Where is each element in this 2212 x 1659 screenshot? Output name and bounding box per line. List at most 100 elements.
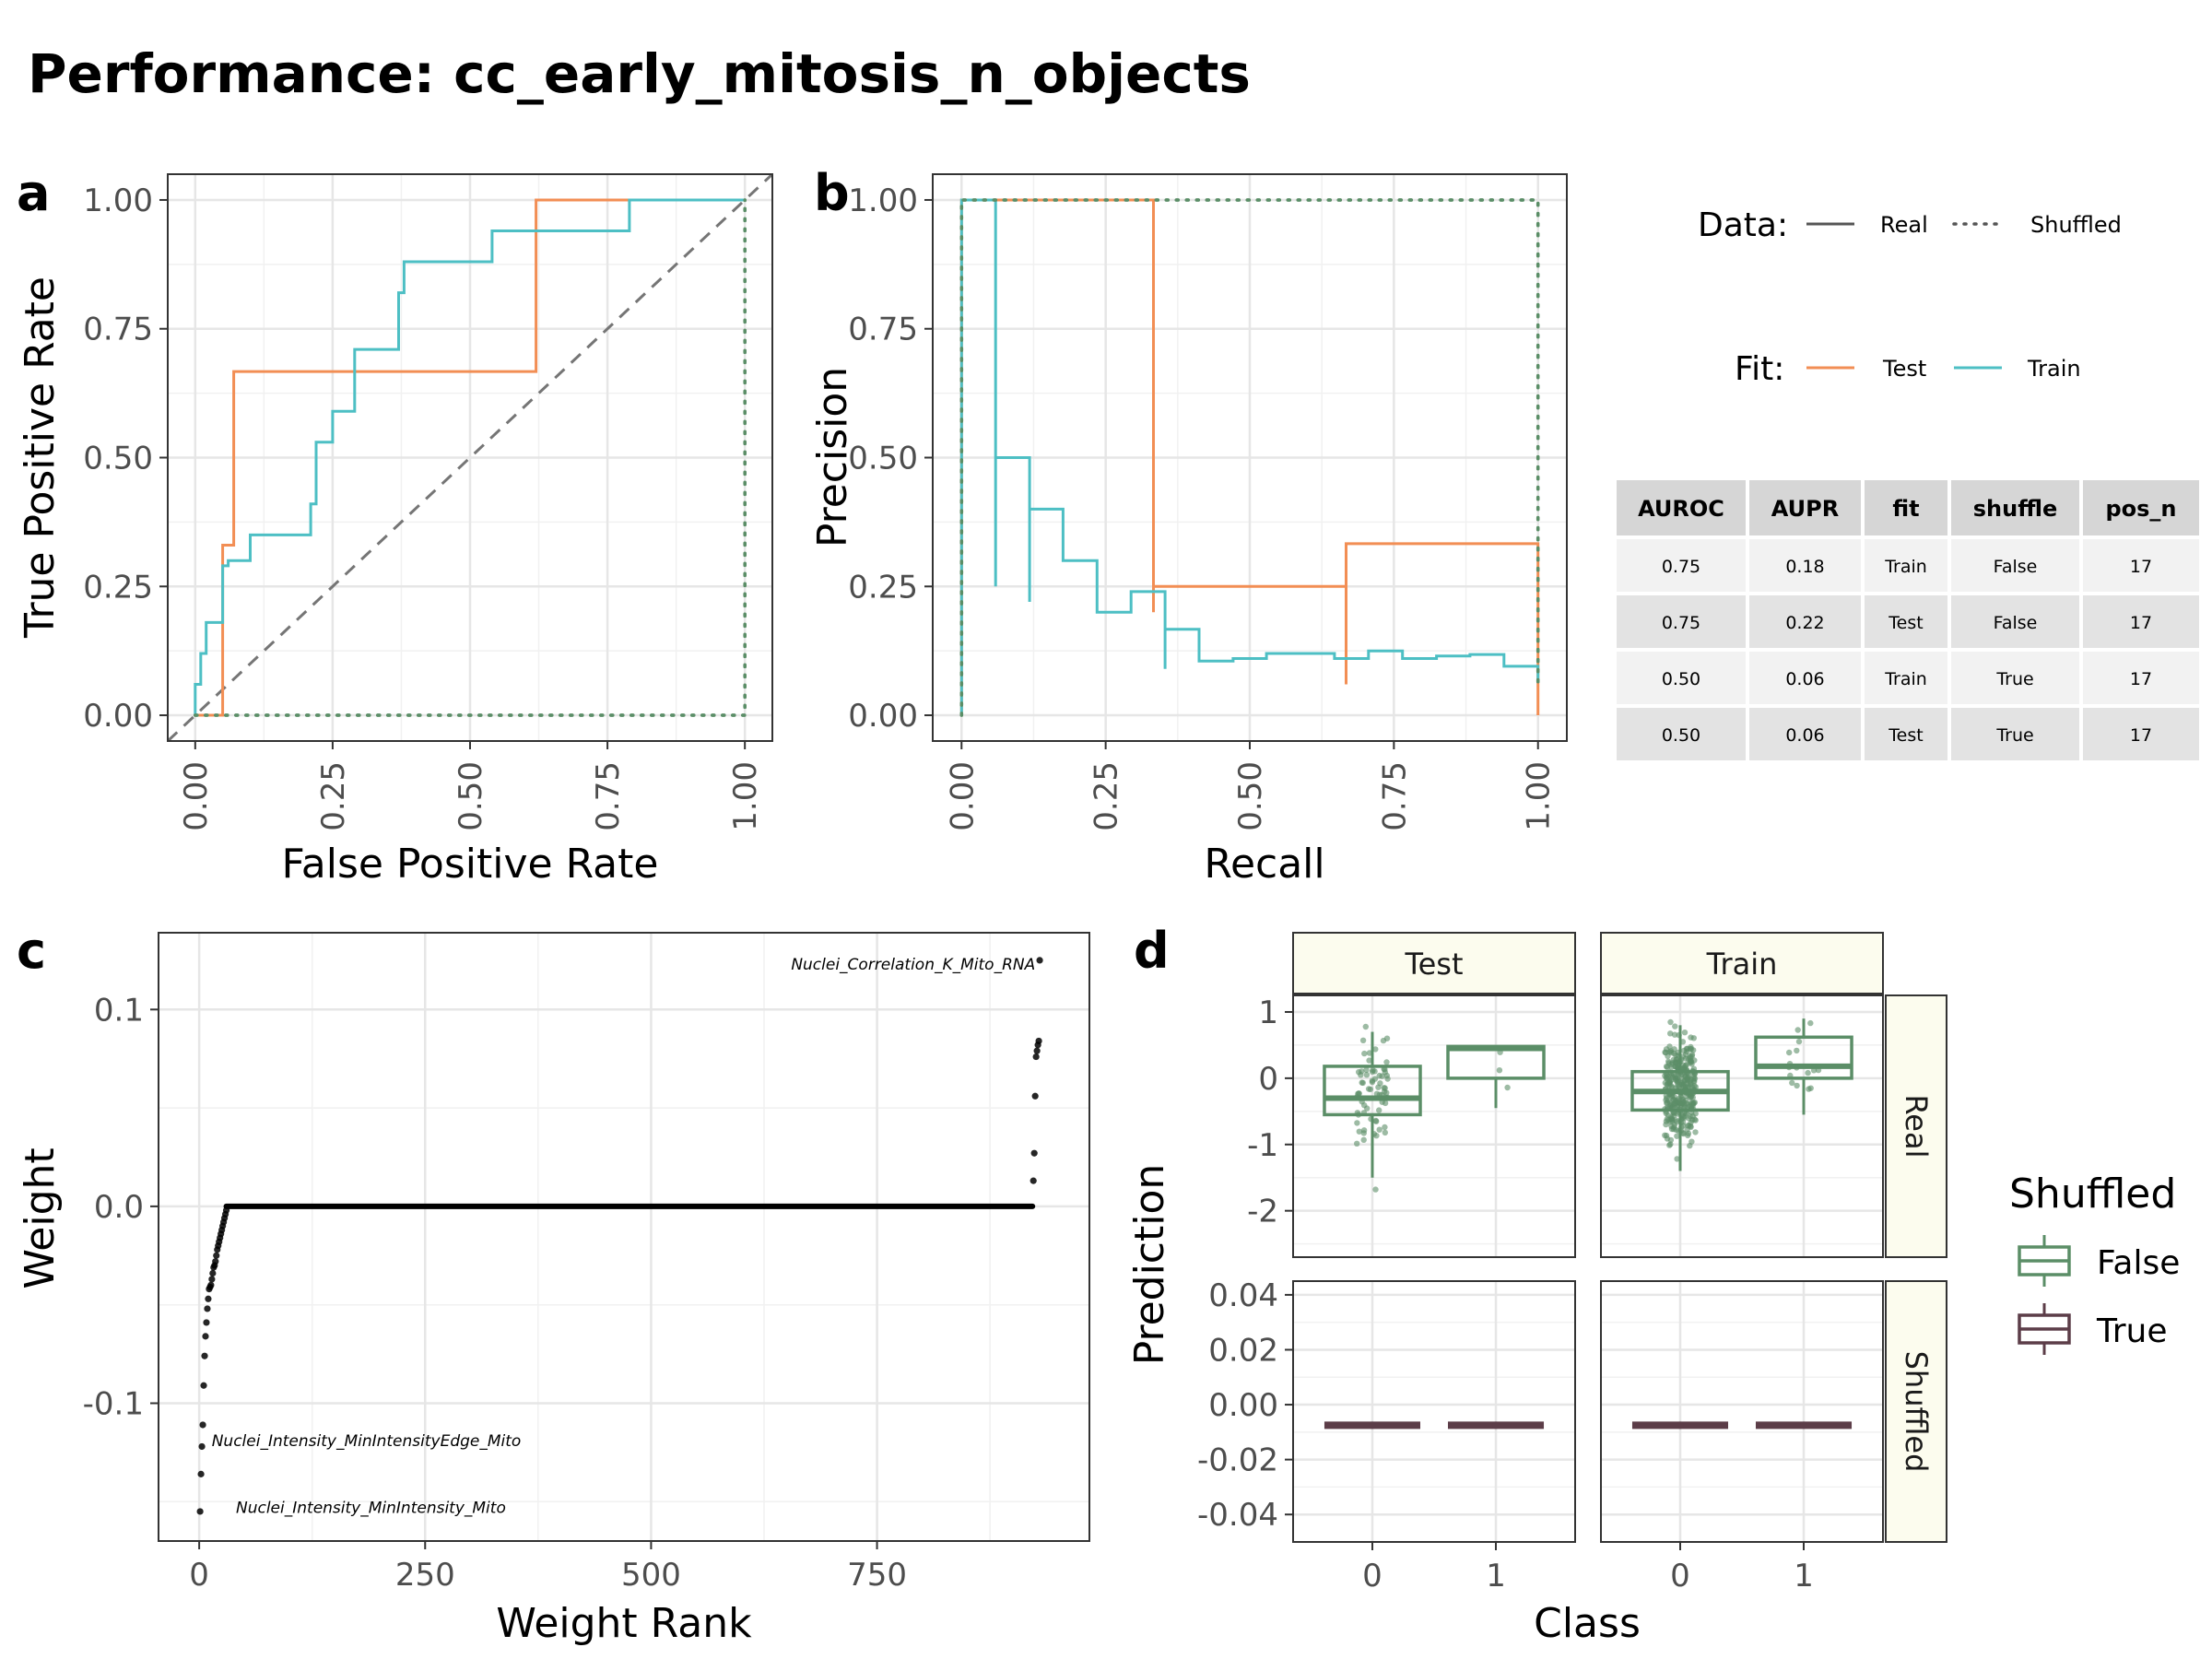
d-facet-frame <box>1292 1280 1576 1543</box>
table-cell-value: 0.50 <box>1662 725 1700 746</box>
d-jitter-point <box>1504 1084 1511 1091</box>
panel-c-annotations: Nuclei_Correlation_K_Mito_RNA Nuclei_Inte… <box>212 956 1036 1518</box>
d-jitter-point <box>1662 1072 1668 1079</box>
d-jitter-point <box>1359 1037 1367 1044</box>
c-xtick-label: 250 <box>395 1557 455 1594</box>
d-jitter-point <box>1685 1132 1691 1139</box>
d-ytick-label: -1 <box>1247 1127 1278 1164</box>
table-cell <box>1749 652 1861 704</box>
panel-a: a 0.00 0.00 0.25 0.25 0.50 0.50 0.75 0.75 1.00 1.… <box>17 164 774 888</box>
d-jitter-point <box>1668 1064 1675 1071</box>
d-strip-shuffled <box>1885 1280 1947 1543</box>
d-jitter-point <box>1375 1084 1382 1090</box>
d-box-class-0 <box>1631 1421 1729 1430</box>
d-jitter-point <box>1382 1100 1389 1107</box>
d-jitter-point <box>1687 1142 1693 1149</box>
d-jitter-point <box>1805 1069 1811 1077</box>
d-jitter-point <box>1354 1140 1360 1147</box>
panel-c-border <box>158 932 1090 1542</box>
d-jitter-point <box>1807 1019 1814 1027</box>
d-jitter-point <box>1681 1064 1688 1070</box>
table-cell-value: False <box>1994 557 2038 577</box>
c-annotation: Nuclei_Intensity_MinIntensity_Mito <box>236 1500 506 1518</box>
c-ytick-label: -0.1 <box>83 1385 144 1422</box>
table-cell <box>1617 652 1746 704</box>
d-jitter-point <box>1671 1046 1677 1053</box>
table-cell-value: 0.75 <box>1662 613 1700 633</box>
d-jitter-point <box>1665 1058 1672 1065</box>
d-jitter-point <box>1662 1049 1668 1055</box>
d-jitter-point <box>1369 1077 1376 1084</box>
d-jitter-point <box>1358 1072 1364 1078</box>
d-jitter-point <box>1354 1120 1360 1126</box>
d-box-class-1 <box>1755 1421 1853 1430</box>
legend-false-label: False <box>2097 1244 2180 1282</box>
table-cell <box>1951 708 2079 760</box>
table-cell-value: 0.18 <box>1785 557 1824 577</box>
d-strip-real <box>1885 994 1947 1258</box>
d-jitter-point <box>1382 1124 1388 1131</box>
d-facet-frame <box>1292 994 1576 1258</box>
d-jitter-point <box>1382 1085 1388 1091</box>
table-cell-value: 17 <box>2130 725 2152 746</box>
d-xtick-label: 1 <box>1794 1558 1814 1594</box>
d-jitter-point <box>1692 1129 1699 1135</box>
c-xtick-label: 750 <box>847 1557 907 1594</box>
d-jitter-point <box>1677 1081 1684 1088</box>
d-jitter-point <box>1373 1118 1380 1124</box>
a-series-test-real <box>194 198 746 717</box>
d-facet-border <box>1600 1280 1884 1543</box>
legend-shuffled-label: Shuffled <box>2030 212 2122 238</box>
table-cell <box>1865 708 1947 760</box>
d-jitter-point <box>1681 1103 1688 1111</box>
panel-tag-a: a <box>17 164 50 222</box>
a-ytick-label: 0.25 <box>83 569 153 606</box>
b-ytick-label: 0.50 <box>848 441 918 477</box>
c-point <box>208 1276 216 1283</box>
d-strip-label: Real <box>1899 1095 1934 1159</box>
d-jitter-point <box>1692 1117 1699 1124</box>
d-jitter-point <box>1679 1123 1687 1129</box>
c-xtick-label: 500 <box>621 1557 681 1594</box>
table-header-label: pos_n <box>2105 496 2176 522</box>
legend-data: Data: Real Shuffled <box>1698 206 2122 244</box>
d-jitter-point <box>1662 1132 1668 1139</box>
b-series-train-shuffled <box>959 198 1540 717</box>
legend-train-label: Train <box>2027 356 2081 382</box>
panel-d-xlabel: Class <box>1534 1600 1641 1647</box>
table-cell <box>1951 539 2079 592</box>
c-point <box>200 1382 207 1389</box>
table-cell <box>1951 595 2079 648</box>
b-xtick-label: 0.75 <box>1376 761 1413 831</box>
d-jitter-point <box>1688 1043 1694 1051</box>
table-cell <box>2083 652 2199 704</box>
d-jitter-point <box>1786 1049 1793 1056</box>
table-header-cell <box>1749 480 1861 535</box>
table-cell-value: Train <box>1884 669 1927 689</box>
d-jitter-point <box>1359 1079 1367 1087</box>
d-jitter-point <box>1680 1114 1687 1121</box>
legend-test-label: Test <box>1882 356 1926 382</box>
panel-a-lines <box>166 172 774 743</box>
table-cell-value: Test <box>1888 725 1923 746</box>
table-header-label: shuffle <box>1973 496 2058 522</box>
d-jitter-point <box>1794 1027 1801 1033</box>
panel-b-ylabel: Precision <box>809 367 856 547</box>
d-jitter-point <box>1807 1085 1814 1091</box>
a-ytick-label: 1.00 <box>83 182 153 219</box>
d-jitter-point <box>1496 1067 1503 1074</box>
d-jitter-point <box>1379 1073 1385 1079</box>
d-facet-border <box>1292 1280 1576 1543</box>
panel-d-ylabel: Prediction <box>1126 1164 1173 1366</box>
table-cell-value: 0.75 <box>1662 557 1700 577</box>
d-facet-test-shuffled: 0.04 0.02 0.00 -0.02 -0.04 0 1 <box>1197 1277 1576 1594</box>
c-annotation: Nuclei_Correlation_K_Mito_RNA <box>791 956 1035 974</box>
d-jitter-point <box>1384 1076 1391 1082</box>
table-cell-value: Test <box>1888 613 1923 633</box>
d-ytick-label: -0.02 <box>1197 1442 1278 1479</box>
c-point <box>222 1206 230 1214</box>
d-box-class-1 <box>1754 1018 1853 1115</box>
c-point <box>1030 1177 1037 1184</box>
d-box-class-0 <box>1324 1421 1421 1430</box>
